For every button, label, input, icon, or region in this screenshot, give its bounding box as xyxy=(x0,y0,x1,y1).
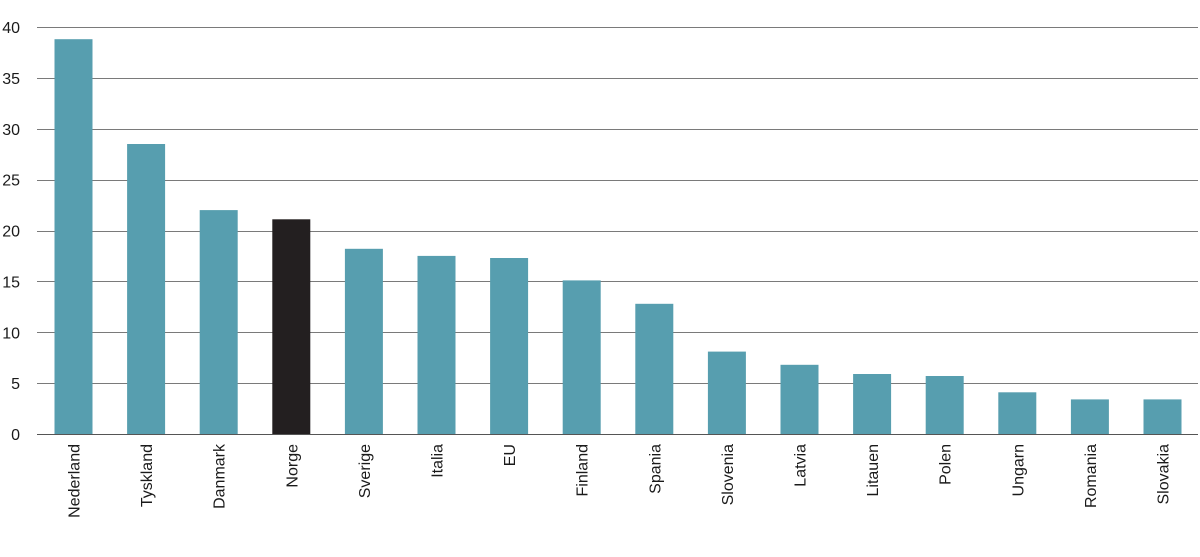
y-tick-label: 35 xyxy=(2,71,20,88)
bar-tyskland xyxy=(127,144,166,434)
bar-litauen xyxy=(853,374,892,434)
y-tick-label: 5 xyxy=(11,376,20,393)
x-category-label: Tyskland xyxy=(139,444,156,507)
y-tick-label: 40 xyxy=(2,20,20,37)
bar-eu xyxy=(490,258,529,434)
bar-sverige xyxy=(344,248,383,434)
bar-polen xyxy=(925,376,964,434)
x-category-label: Spania xyxy=(647,444,664,494)
x-category-label: Slovenia xyxy=(720,444,737,505)
bar-ungarn xyxy=(998,392,1037,434)
bar-romania xyxy=(1070,399,1109,434)
x-category-label: Polen xyxy=(938,444,955,485)
x-category-label: Sverige xyxy=(357,444,374,498)
bar-spania xyxy=(635,303,674,434)
bars xyxy=(54,39,1182,434)
y-axis-ticks: 0 5 10 15 20 25 30 35 40 xyxy=(2,20,20,444)
y-tick-label: 20 xyxy=(2,224,20,241)
bar-nederland xyxy=(54,39,93,434)
x-category-label: Romania xyxy=(1083,444,1100,508)
x-category-label: Latvia xyxy=(793,444,810,487)
x-category-label: Norge xyxy=(284,444,301,488)
x-category-label: Nederland xyxy=(67,444,84,518)
bar-italia xyxy=(417,255,456,434)
x-category-label: Litauen xyxy=(865,444,882,497)
bar-latvia xyxy=(780,364,819,434)
bar-danmark xyxy=(199,210,238,434)
x-category-label: Slovakia xyxy=(1156,444,1173,505)
bar-finland xyxy=(562,280,601,434)
x-category-label: Danmark xyxy=(212,443,229,509)
bar-norge xyxy=(272,219,311,434)
x-axis-labels: Nederland Tyskland Danmark Norge Sverige Ital… xyxy=(67,443,1173,518)
x-category-label: Ungarn xyxy=(1010,444,1027,496)
x-category-label: Finland xyxy=(575,444,592,496)
y-tick-label: 25 xyxy=(2,173,20,190)
y-tick-label: 15 xyxy=(2,274,20,291)
y-tick-label: 30 xyxy=(2,122,20,139)
bar-slovenia xyxy=(707,351,746,434)
y-tick-label: 0 xyxy=(11,427,20,444)
x-category-label: EU xyxy=(502,444,519,466)
x-category-label: Italia xyxy=(430,444,447,478)
y-tick-label: 10 xyxy=(2,325,20,342)
bar-slovakia xyxy=(1143,399,1182,434)
